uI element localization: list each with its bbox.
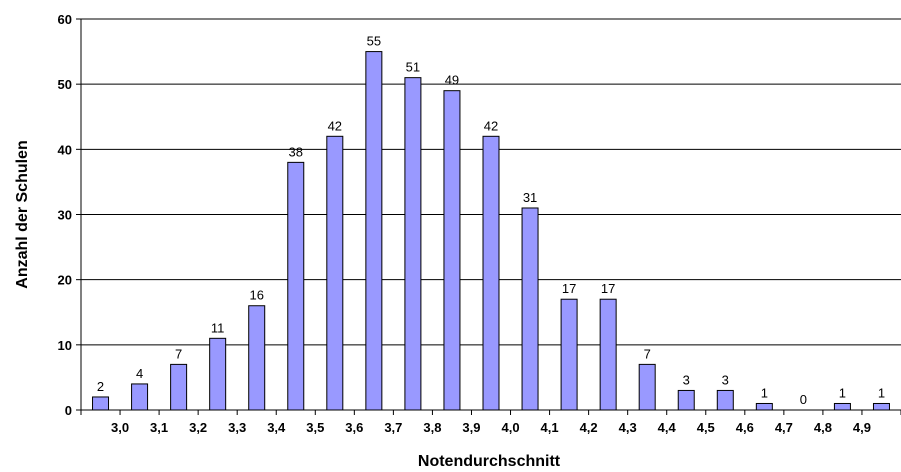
bar-value-label: 51 <box>406 60 420 75</box>
bar <box>170 363 188 411</box>
y-axis-ticks: 0 10 20 30 40 50 60 <box>58 12 81 418</box>
bar <box>326 135 344 411</box>
x-tick-label: 3,1 <box>150 420 168 435</box>
x-tick-label: 4,5 <box>697 420 715 435</box>
x-tick-label: 3,9 <box>462 420 480 435</box>
bar <box>560 298 578 411</box>
bar-value-label: 0 <box>800 392 807 407</box>
y-tick-label: 0 <box>65 403 72 418</box>
bar-value-label: 11 <box>211 320 225 335</box>
x-tick-label: 4,1 <box>541 420 559 435</box>
y-tick-label: 10 <box>58 338 72 353</box>
bar-value-label: 55 <box>367 34 381 49</box>
x-tick-label: 3,7 <box>384 420 402 435</box>
bar-value-label: 49 <box>445 73 459 88</box>
x-tick-label: 3,5 <box>306 420 324 435</box>
x-tick-label: 3,4 <box>267 420 286 435</box>
x-tick-label: 4,0 <box>501 420 519 435</box>
bar-value-label: 17 <box>562 281 576 296</box>
x-tick-label: 4,8 <box>814 420 832 435</box>
bar <box>677 389 695 411</box>
bar <box>755 402 773 411</box>
bar-value-label: 2 <box>97 379 104 394</box>
x-axis-ticks: 3,0 3,1 3,2 3,3 3,4 3,5 3,6 3,7 3,8 3,9 4,0 4,1 4,2 4… <box>80 410 901 435</box>
bar-value-label: 3 <box>683 372 690 387</box>
bar <box>599 298 617 411</box>
bar-value-label: 31 <box>523 190 537 205</box>
x-tick-label: 3,8 <box>423 420 441 435</box>
x-tick-label: 4,7 <box>775 420 793 435</box>
bar <box>833 402 851 411</box>
bar <box>638 363 656 411</box>
bar <box>482 135 500 411</box>
y-tick-label: 30 <box>58 208 72 223</box>
bar <box>443 90 461 411</box>
bar-value-label: 1 <box>878 385 885 400</box>
x-tick-label: 4,3 <box>619 420 637 435</box>
x-axis-title: Notendurchschnitt <box>418 453 561 470</box>
bar-value-label: 1 <box>761 385 768 400</box>
x-tick-label: 3,6 <box>345 420 363 435</box>
y-axis-title: Anzahl der Schulen <box>14 140 31 288</box>
bar-value-label: 7 <box>644 346 651 361</box>
bar-value-label: 4 <box>136 366 143 381</box>
x-tick-label: 3,2 <box>189 420 207 435</box>
x-tick-label: 3,3 <box>228 420 246 435</box>
bar-value-label: 42 <box>484 118 498 133</box>
bar <box>92 396 110 411</box>
bar <box>716 389 734 411</box>
x-tick-label: 4,2 <box>580 420 598 435</box>
bar <box>365 51 383 411</box>
bar <box>521 207 539 411</box>
x-tick-label: 4,9 <box>853 420 871 435</box>
bar-value-label: 7 <box>175 346 182 361</box>
y-tick-label: 60 <box>58 12 72 27</box>
bar <box>287 161 305 411</box>
bar <box>872 402 890 411</box>
bar-value-label: 1 <box>839 385 846 400</box>
bars <box>92 51 890 411</box>
x-tick-label: 4,4 <box>658 420 677 435</box>
y-tick-label: 40 <box>58 142 72 157</box>
bar <box>209 337 227 411</box>
bar <box>248 305 266 411</box>
x-tick-label: 3,0 <box>111 420 129 435</box>
bar <box>131 383 149 411</box>
bar-value-label: 3 <box>722 372 729 387</box>
y-tick-label: 20 <box>58 273 72 288</box>
x-tick-label: 4,6 <box>736 420 754 435</box>
bar-value-label: 16 <box>249 288 263 303</box>
bar-value-label: 38 <box>289 144 303 159</box>
y-tick-label: 50 <box>58 77 72 92</box>
bar-value-label: 42 <box>328 118 342 133</box>
bar <box>404 77 422 411</box>
bar-value-label: 17 <box>601 281 615 296</box>
